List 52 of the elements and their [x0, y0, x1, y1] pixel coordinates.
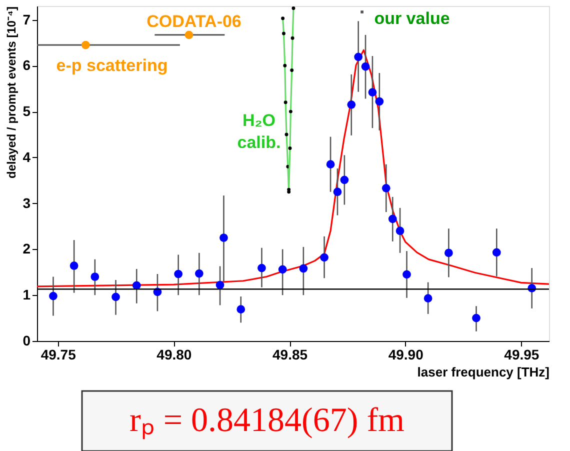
point — [194, 269, 204, 278]
point — [70, 262, 78, 270]
point — [396, 226, 404, 236]
point — [326, 160, 335, 168]
point — [382, 184, 390, 192]
point — [320, 253, 328, 262]
y-tick-label: 4 — [22, 148, 31, 165]
line-series — [37, 49, 549, 288]
point — [333, 188, 342, 196]
point — [112, 292, 120, 302]
point — [375, 97, 384, 106]
y-tick-label: 6 — [22, 57, 31, 74]
point — [402, 270, 411, 279]
point — [354, 52, 363, 62]
point — [340, 176, 349, 184]
point — [424, 294, 432, 302]
y-tick-label: 1 — [22, 286, 31, 303]
x-tick-label: 49.85 — [272, 346, 308, 362]
point — [492, 248, 501, 257]
x-axis-title: laser frequency [THz] — [417, 364, 550, 380]
y-tick-label: 7 — [22, 11, 31, 28]
y-tick-label: 5 — [22, 103, 31, 120]
annotation: H₂O calib. — [237, 111, 281, 152]
x-tick-label: 49.80 — [156, 346, 192, 362]
point — [258, 264, 266, 272]
y-tick-label: 0 — [22, 332, 31, 348]
y-tick-label: 3 — [22, 194, 31, 211]
point — [216, 280, 224, 290]
point — [347, 100, 356, 109]
point — [299, 264, 308, 273]
annotation: our value — [374, 9, 450, 28]
point — [81, 40, 90, 50]
point — [236, 305, 246, 314]
point — [444, 248, 453, 258]
point — [388, 214, 397, 224]
point — [49, 292, 58, 300]
x-tick-label: 49.95 — [504, 346, 540, 362]
x-tick-label: 49.90 — [388, 346, 424, 362]
y-axis-title: delayed / prompt events [10⁻⁴] — [4, 6, 19, 178]
point — [368, 88, 377, 96]
point — [472, 314, 480, 322]
point — [278, 265, 287, 274]
annotation: CODATA-06 — [146, 12, 242, 31]
point — [184, 30, 194, 40]
point — [174, 270, 183, 278]
x-tick-label: 49.75 — [40, 346, 76, 362]
point — [361, 62, 370, 71]
y-tick-label: 2 — [22, 240, 31, 257]
text: rₚ = 0.84184(67) fm — [130, 402, 404, 440]
point — [220, 234, 228, 242]
annotation: e-p scattering — [56, 56, 168, 75]
point — [90, 272, 100, 281]
